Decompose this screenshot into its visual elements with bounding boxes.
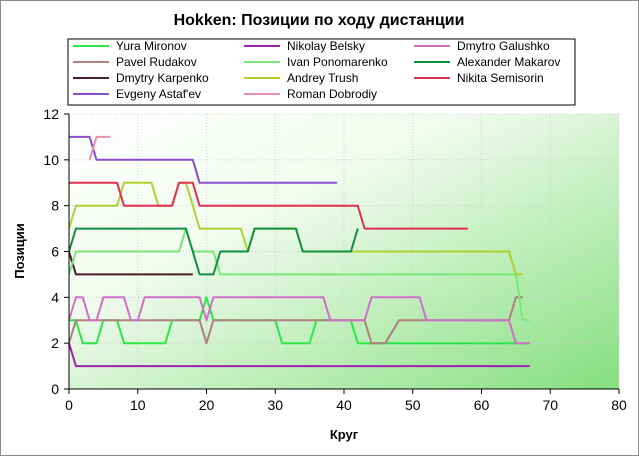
legend-label-5: Ivan Ponomarenko [287, 55, 388, 69]
legend-label-7: Roman Dobrodiy [287, 87, 377, 101]
x-tick-label: 30 [267, 397, 283, 413]
y-axis-label: Позиции [12, 223, 27, 279]
y-tick-label: 8 [51, 198, 59, 214]
series-line-5 [69, 227, 530, 322]
x-tick-label: 70 [542, 397, 558, 413]
legend-label-10: Nikita Semisorin [457, 71, 544, 85]
y-tick-label: 4 [51, 289, 59, 305]
series-line-0 [69, 296, 530, 345]
x-tick-label: 0 [65, 397, 73, 413]
x-tick-label: 40 [336, 397, 352, 413]
series-line-2 [69, 251, 193, 276]
y-tick-label: 0 [51, 381, 59, 397]
x-tick-label: 20 [199, 397, 215, 413]
legend-label-1: Pavel Rudakov [116, 55, 197, 69]
legend-label-2: Dmytry Karpenko [116, 71, 209, 85]
x-tick-label: 10 [130, 397, 146, 413]
series-line-8 [69, 296, 530, 345]
series-layer [69, 135, 530, 368]
legend-label-3: Evgeny Astaf'ev [116, 87, 201, 101]
y-tick-label: 2 [51, 335, 59, 351]
legend: Yura Mironov Pavel Rudakov Dmytry Karpenko… [67, 38, 576, 106]
series-line-4 [69, 342, 530, 368]
series-line-3 [69, 135, 338, 184]
series-line-7 [88, 135, 111, 161]
y-tick-label: 10 [43, 152, 59, 168]
legend-label-0: Yura Mironov [116, 39, 187, 53]
y-tick-label: 12 [43, 106, 59, 122]
x-tick-label: 60 [474, 397, 490, 413]
series-line-9 [69, 227, 359, 276]
chart-title: Hokken: Позиции по ходу дистанции [174, 12, 465, 29]
legend-label-4: Nikolay Belsky [287, 39, 365, 53]
legend-box [67, 38, 576, 106]
x-axis-label: Круг [330, 427, 359, 442]
legend-label-6: Andrey Trush [287, 71, 358, 85]
legend-label-9: Alexander Makarov [457, 55, 560, 69]
series-line-1 [69, 296, 523, 345]
y-tick-label: 6 [51, 244, 59, 260]
ticks: 0 2 4 6 8 10 12 0 10 20 30 40 50 60 70 80 [43, 106, 627, 413]
x-tick-label: 50 [405, 397, 421, 413]
legend-label-8: Dmytro Galushko [457, 39, 550, 53]
x-tick-label: 80 [611, 397, 627, 413]
series-line-10 [69, 181, 468, 230]
